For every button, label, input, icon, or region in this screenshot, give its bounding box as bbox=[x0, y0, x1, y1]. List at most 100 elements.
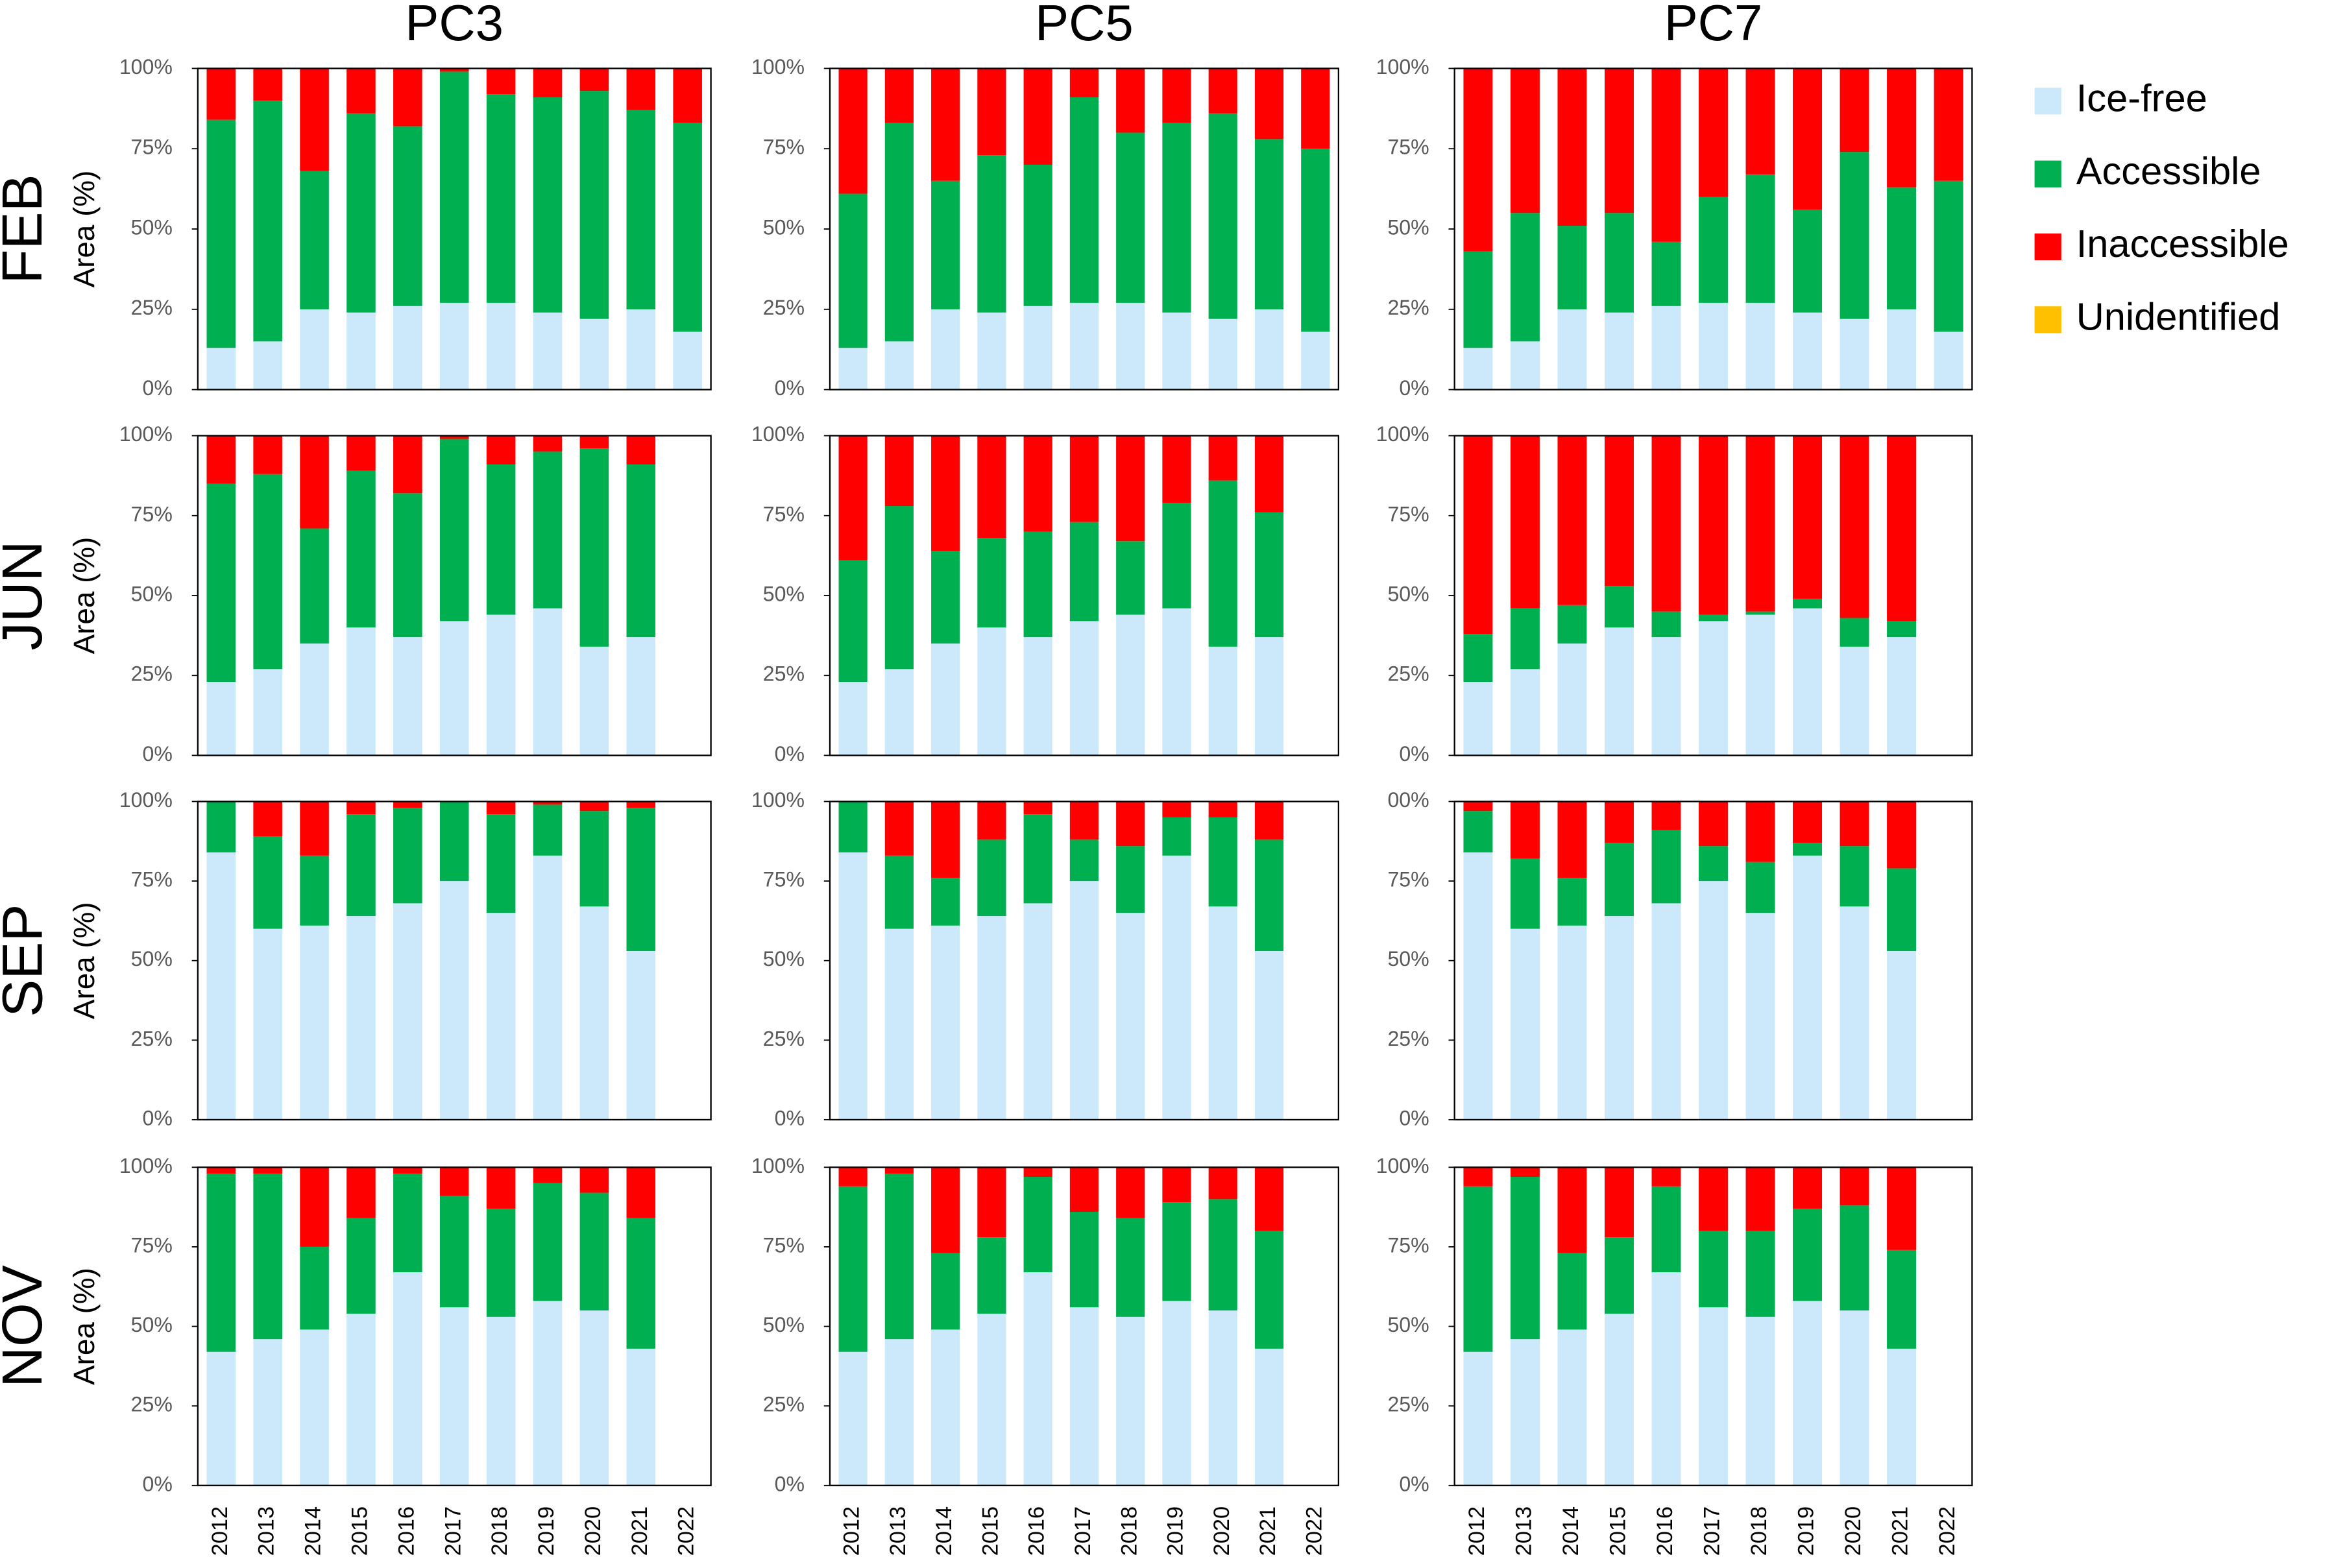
bar-segment bbox=[1887, 187, 1917, 309]
bar-segment bbox=[884, 123, 914, 342]
y-tick-label: 0% bbox=[1399, 1106, 1429, 1129]
bar-segment bbox=[1793, 1167, 1822, 1209]
y-tick-label: 75% bbox=[1387, 136, 1429, 159]
bar-segment bbox=[1604, 1167, 1634, 1238]
bar-segment bbox=[1162, 1202, 1191, 1301]
y-tick-label: 75% bbox=[131, 868, 173, 891]
bar-segment bbox=[1651, 435, 1681, 612]
bar-segment bbox=[1840, 801, 1869, 847]
bar-segment bbox=[1887, 868, 1917, 951]
bar-segment bbox=[206, 68, 236, 120]
y-tick-label: 50% bbox=[131, 1313, 173, 1336]
x-tick-label: 2015 bbox=[1606, 1506, 1631, 1556]
bar-segment bbox=[253, 474, 282, 669]
y-tick-label: 25% bbox=[1387, 1393, 1429, 1416]
bar-segment bbox=[1116, 846, 1145, 913]
bar-segment bbox=[1116, 1218, 1145, 1317]
bar-segment bbox=[626, 950, 656, 1120]
bar-segment bbox=[1793, 843, 1822, 856]
bar-segment bbox=[346, 1218, 376, 1314]
bar-segment bbox=[253, 836, 282, 929]
plot-frame bbox=[197, 435, 712, 756]
bar-segment bbox=[300, 1246, 329, 1330]
bar-segment bbox=[931, 643, 960, 756]
bar-segment bbox=[206, 682, 236, 756]
plot-frame bbox=[829, 1166, 1340, 1486]
bar-segment bbox=[1208, 1310, 1237, 1486]
bar-segment bbox=[1651, 1186, 1681, 1273]
bar-segment bbox=[838, 1351, 868, 1486]
bar-segment bbox=[884, 506, 914, 669]
x-tick-label: 2015 bbox=[978, 1506, 1002, 1556]
y-tick-label: 100% bbox=[1376, 1154, 1429, 1177]
legend-label: Inaccessible bbox=[2076, 222, 2289, 265]
bar-segment bbox=[253, 341, 282, 390]
bar-segment bbox=[1116, 302, 1145, 390]
x-tick-label: 2020 bbox=[1841, 1506, 1865, 1556]
legend-label: Unidentified bbox=[2076, 295, 2281, 339]
bar-segment bbox=[1793, 801, 1822, 843]
plot-frame bbox=[1453, 435, 1973, 756]
bar-segment bbox=[206, 348, 236, 390]
bar-segment bbox=[1745, 68, 1775, 175]
bar-segment bbox=[439, 621, 469, 756]
y-tick-label: 0% bbox=[1399, 742, 1429, 766]
y-axis-label: Area (%) bbox=[67, 171, 101, 288]
bar-segment bbox=[1463, 811, 1493, 852]
bar-segment bbox=[1463, 682, 1493, 756]
bar-segment bbox=[1604, 843, 1634, 917]
bar-segment bbox=[1116, 541, 1145, 615]
bar-segment bbox=[1254, 435, 1284, 513]
bar-segment bbox=[300, 528, 329, 644]
bar-segment bbox=[884, 68, 914, 123]
x-tick-label: 2018 bbox=[487, 1506, 512, 1556]
bar-segment bbox=[1699, 1231, 1728, 1308]
bar-segment bbox=[1208, 480, 1237, 647]
bar-segment bbox=[1840, 846, 1869, 907]
legend-swatch bbox=[2034, 233, 2061, 261]
bar-segment bbox=[1557, 435, 1587, 605]
y-tick-label: 25% bbox=[763, 1027, 805, 1050]
bar-segment bbox=[393, 126, 422, 306]
plot-frame bbox=[197, 1166, 712, 1486]
bar-segment bbox=[1840, 435, 1869, 618]
y-tick-label: 100% bbox=[751, 422, 805, 446]
bar-segment bbox=[1934, 180, 1963, 332]
y-tick-label: 0% bbox=[775, 1106, 805, 1129]
bar-segment bbox=[1604, 801, 1634, 843]
bar-segment bbox=[439, 439, 469, 621]
y-tick-label: 100% bbox=[119, 1154, 173, 1177]
bar-segment bbox=[673, 332, 702, 390]
bar-segment bbox=[977, 839, 1006, 917]
bar-segment bbox=[884, 435, 914, 507]
bar-segment bbox=[1651, 68, 1681, 242]
bar-segment bbox=[1699, 881, 1728, 1120]
y-tick-label: 0% bbox=[143, 1106, 173, 1129]
bar-segment bbox=[1887, 1348, 1917, 1486]
bar-segment bbox=[1557, 643, 1587, 756]
bar-segment bbox=[253, 1167, 282, 1174]
bar-segment bbox=[1793, 608, 1822, 756]
plot-frame bbox=[1453, 1166, 1973, 1486]
column-title: PC7 bbox=[1664, 0, 1763, 51]
bar-segment bbox=[393, 306, 422, 390]
x-tick-label: 2019 bbox=[1794, 1506, 1819, 1556]
bar-segment bbox=[977, 801, 1006, 840]
bar-segment bbox=[206, 119, 236, 348]
bar-segment bbox=[1069, 839, 1099, 882]
bar-segment bbox=[1604, 586, 1634, 628]
bar-segment bbox=[300, 925, 329, 1120]
bar-segment bbox=[838, 1167, 868, 1187]
y-tick-label: 100% bbox=[751, 1154, 805, 1177]
bar-segment bbox=[838, 682, 868, 756]
bar-segment bbox=[884, 801, 914, 856]
bar-segment bbox=[1887, 950, 1917, 1120]
x-tick-label: 2016 bbox=[1653, 1506, 1677, 1556]
y-tick-label: 100% bbox=[751, 788, 805, 812]
bar-segment bbox=[838, 435, 868, 561]
row-label: SEP bbox=[0, 904, 54, 1017]
y-tick-label: 0% bbox=[1399, 376, 1429, 400]
x-tick-label: 2019 bbox=[1163, 1506, 1188, 1556]
bar-segment bbox=[206, 1174, 236, 1352]
bar-segment bbox=[533, 855, 563, 1120]
